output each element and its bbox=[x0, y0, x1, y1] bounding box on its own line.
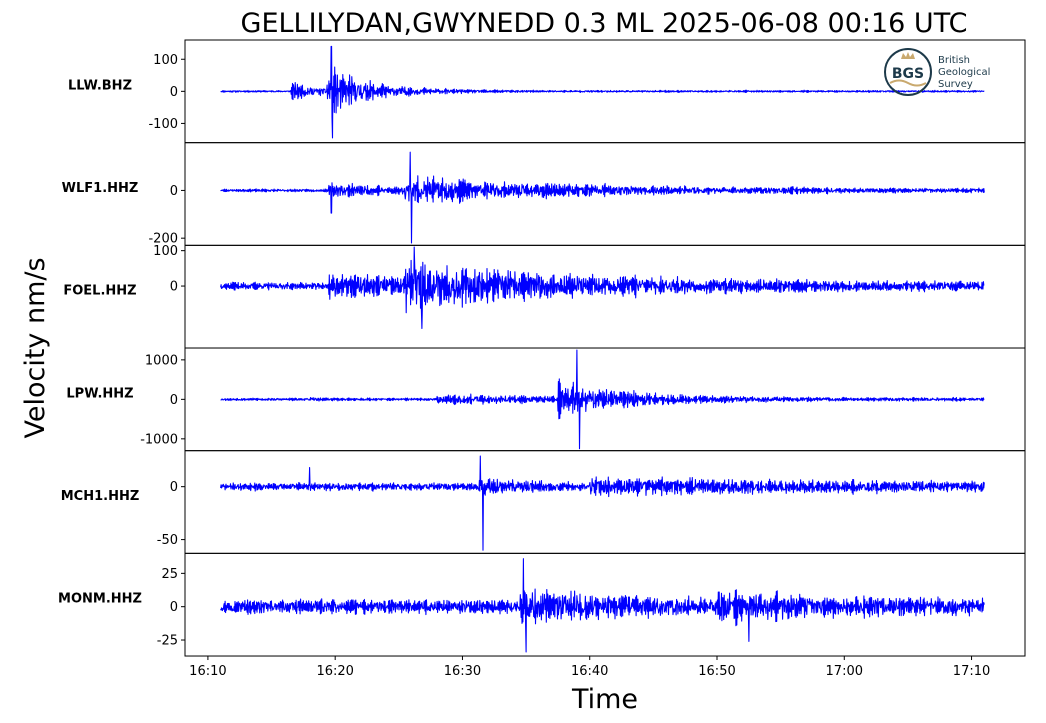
x-axis-label: Time bbox=[571, 684, 638, 715]
y-tick-label: 0 bbox=[170, 280, 178, 295]
logo-line-british: British bbox=[938, 55, 970, 66]
station-label: LLW.BHZ bbox=[68, 78, 132, 93]
station-label: MCH1.HHZ bbox=[61, 489, 140, 504]
y-tick-label: -200 bbox=[148, 232, 178, 247]
logo-abbreviation: BGS bbox=[892, 66, 924, 82]
panels-group: 1000-100LLW.BHZ0-200WLF1.HHZ1000FOEL.HHZ… bbox=[58, 39, 1026, 657]
waveform-trace bbox=[220, 558, 985, 653]
y-tick-label: -100 bbox=[148, 117, 178, 132]
panel-llw-bhz: 100 0 -100 LLW.BHZ bbox=[68, 39, 1026, 144]
panel-mch1-hhz: 0 -50 MCH1.HHZ bbox=[61, 450, 1026, 554]
x-tick-label: 17:10 bbox=[953, 664, 990, 679]
panel-lpw-hhz: 1000 0 -1000 LPW.HHZ bbox=[66, 347, 1026, 452]
waveform-trace bbox=[220, 45, 985, 139]
crown-icon bbox=[901, 52, 915, 59]
y-tick-label: 1000 bbox=[145, 353, 178, 368]
y-tick-label: 0 bbox=[170, 393, 178, 408]
y-tick-label: -25 bbox=[157, 634, 178, 649]
logo-wave-icon bbox=[889, 79, 927, 87]
logo-ring-icon bbox=[884, 48, 932, 96]
y-tick-label: 0 bbox=[170, 480, 178, 495]
bgs-logo: BGS British Geological Survey bbox=[884, 48, 990, 96]
x-tick-label: 16:30 bbox=[444, 664, 481, 679]
y-tick-label: 25 bbox=[161, 567, 178, 582]
panel-frame bbox=[184, 244, 1026, 349]
y-tick-label: 100 bbox=[153, 53, 178, 68]
station-label: FOEL.HHZ bbox=[63, 284, 136, 299]
y-tick-label: 0 bbox=[170, 85, 178, 100]
logo-line-survey: Survey bbox=[938, 79, 973, 90]
x-tick-label: 16:20 bbox=[316, 664, 353, 679]
x-tick-label: 17:00 bbox=[826, 664, 863, 679]
x-axis: 16:10 16:20 16:30 16:40 16:50 17:00 17:10 bbox=[189, 656, 990, 679]
x-tick-label: 16:10 bbox=[189, 664, 226, 679]
station-label: WLF1.HHZ bbox=[62, 181, 139, 196]
y-tick-label: 100 bbox=[153, 244, 178, 259]
panel-frame bbox=[184, 552, 1026, 657]
chart-title: GELLILYDAN,GWYNEDD 0.3 ML 2025-06-08 00:… bbox=[241, 8, 968, 39]
panel-wlf1-hhz: 0 -200 WLF1.HHZ bbox=[62, 142, 1026, 247]
waveform-trace bbox=[220, 246, 985, 330]
x-tick-label: 16:40 bbox=[571, 664, 608, 679]
x-tick-label: 16:50 bbox=[698, 664, 735, 679]
waveform-trace bbox=[220, 455, 985, 551]
station-label: LPW.HHZ bbox=[66, 386, 133, 401]
panel-monm-hhz: 25 0 -25 MONM.HHZ bbox=[58, 552, 1026, 657]
station-label: MONM.HHZ bbox=[58, 592, 142, 607]
y-axis-label: Velocity nm/s bbox=[20, 257, 51, 438]
y-tick-label: 0 bbox=[170, 600, 178, 615]
panel-foel-hhz: 100 0 FOEL.HHZ bbox=[63, 244, 1026, 349]
y-tick-label: -50 bbox=[157, 533, 178, 548]
y-tick-label: -1000 bbox=[140, 432, 178, 447]
y-tick-label: 0 bbox=[170, 184, 178, 199]
panel-frame bbox=[184, 450, 1026, 554]
waveform-trace bbox=[220, 349, 985, 450]
logo-line-geological: Geological bbox=[938, 67, 990, 78]
waveform-trace bbox=[220, 151, 985, 244]
